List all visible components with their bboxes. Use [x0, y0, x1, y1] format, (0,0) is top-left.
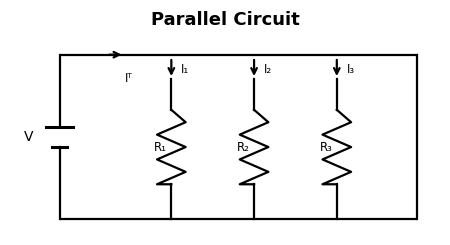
- Text: R₂: R₂: [237, 141, 250, 154]
- Text: R₁: R₁: [154, 141, 167, 154]
- Text: I₃: I₃: [346, 62, 355, 76]
- Text: V: V: [23, 130, 33, 144]
- Text: Iᵀ: Iᵀ: [125, 72, 133, 85]
- Text: I₂: I₂: [264, 62, 272, 76]
- Text: Parallel Circuit: Parallel Circuit: [151, 11, 299, 29]
- Text: R₃: R₃: [320, 141, 333, 154]
- Text: I₁: I₁: [181, 62, 189, 76]
